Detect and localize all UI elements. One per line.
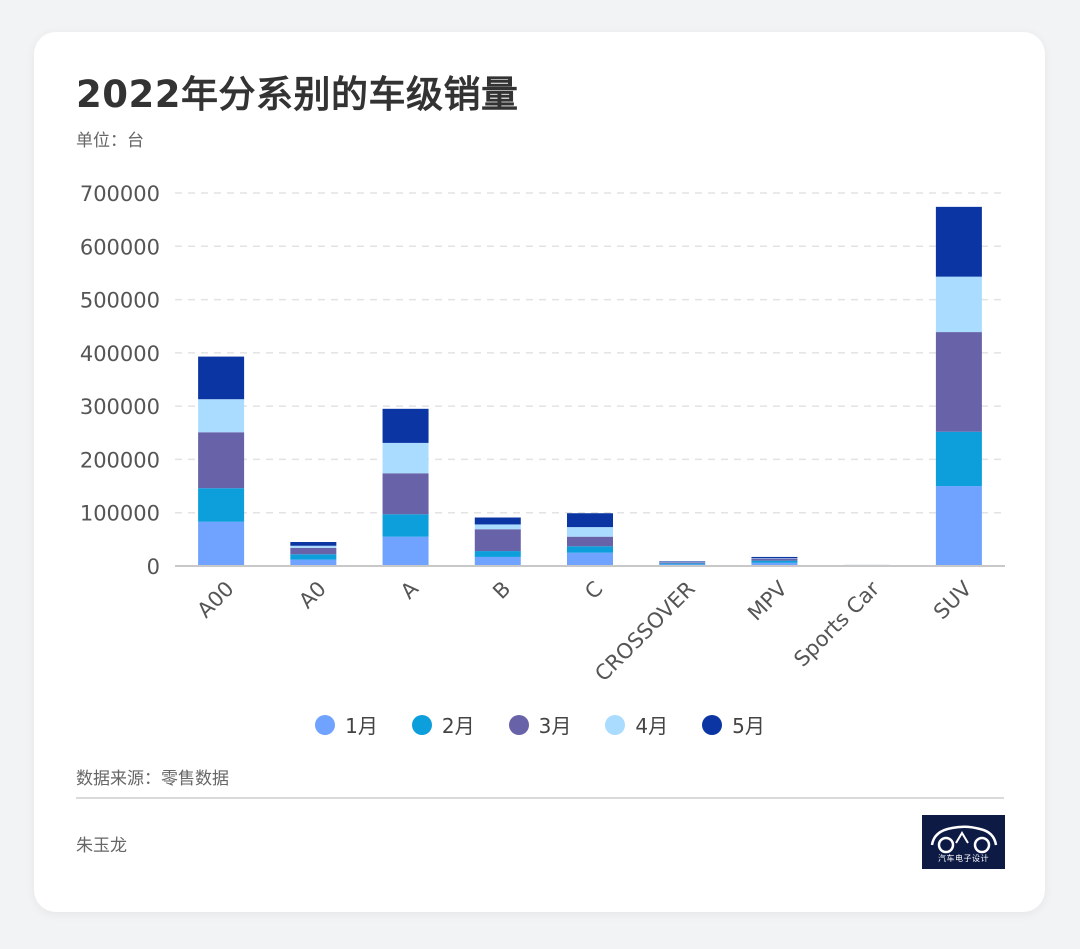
legend-label: 5月	[732, 714, 765, 738]
unit-label: 单位：台	[76, 131, 144, 151]
chart-title: 2022年分系别的车级销量	[76, 73, 519, 116]
bar-segment	[198, 488, 245, 522]
legend-item[interactable]: 2月	[411, 710, 475, 739]
bar-segment	[567, 546, 613, 553]
legend-dot-icon	[411, 714, 432, 735]
legend-item[interactable]: 4月	[605, 710, 668, 739]
y-tick-label: 700000	[80, 182, 160, 206]
bar-segment	[567, 513, 613, 528]
bar-segment	[935, 431, 982, 487]
bar-segment	[474, 551, 521, 557]
legend-dot-icon	[702, 714, 723, 735]
x-tick-label: MPV	[743, 576, 792, 625]
x-tick-label: B	[488, 577, 515, 604]
bar-segment	[198, 356, 245, 400]
bar-segment	[474, 517, 521, 525]
bar-segment	[382, 442, 429, 474]
bar-segment	[474, 524, 521, 530]
chart-legend: 1月 2月 3月 4月 5月	[0, 710, 1080, 739]
legend-item[interactable]: 3月	[508, 710, 572, 739]
author-name: 朱玉龙	[76, 836, 127, 856]
bar-segment	[659, 561, 706, 563]
x-tick-label: A	[396, 576, 424, 604]
car-logo-icon	[930, 825, 998, 854]
x-tick-label: A0	[294, 577, 331, 614]
x-tick-label: A00	[193, 577, 239, 623]
bar-segment	[290, 542, 337, 546]
bar-segment	[751, 558, 798, 559]
bar-segment	[382, 408, 429, 443]
y-tick-label: 100000	[80, 502, 160, 526]
bar-segment	[290, 559, 337, 566]
bar-segment	[198, 432, 245, 489]
x-tick-label: Sports Car	[789, 576, 884, 671]
bar-segment	[474, 556, 521, 566]
bar-segment	[751, 558, 798, 561]
bar-segment	[290, 545, 337, 548]
x-tick-label: SUV	[929, 576, 977, 624]
legend-dot-icon	[508, 714, 529, 735]
legend-label: 3月	[538, 714, 572, 738]
bar-segment	[382, 536, 429, 566]
y-tick-label: 500000	[80, 289, 160, 313]
bar-segment	[751, 560, 798, 563]
bar-segment	[382, 473, 429, 515]
legend-item[interactable]: 1月	[315, 710, 378, 739]
bar-segment	[659, 562, 706, 564]
bar-segment	[290, 554, 337, 560]
bar-segment	[198, 399, 245, 433]
bar-segment	[567, 552, 613, 566]
legend-dot-icon	[315, 714, 336, 735]
bar-segment	[290, 547, 337, 555]
legend-label: 1月	[345, 714, 378, 738]
x-tick-label: C	[580, 577, 607, 604]
bar-segment	[567, 527, 613, 537]
data-source: 数据来源：零售数据	[76, 769, 229, 789]
bar-segment	[659, 563, 706, 565]
brand-logo: 汽车电子设计	[922, 815, 1005, 869]
bar-segment	[382, 514, 429, 537]
footer-divider	[76, 797, 1004, 799]
legend-item[interactable]: 5月	[702, 710, 765, 739]
y-tick-label: 600000	[80, 235, 160, 259]
bar-segment	[474, 529, 521, 552]
bar-segment	[567, 536, 613, 547]
bar-segment	[935, 206, 982, 277]
legend-label: 2月	[441, 714, 475, 738]
bar-segment	[935, 332, 982, 432]
y-tick-label: 300000	[80, 395, 160, 419]
bar-segment	[751, 562, 798, 566]
bar-segment	[751, 556, 798, 559]
bar-segment	[935, 486, 982, 566]
legend-dot-icon	[605, 714, 626, 735]
logo-text: 汽车电子设计	[938, 854, 989, 863]
bar-segment	[659, 561, 706, 562]
y-tick-label: 0	[147, 555, 160, 579]
legend-label: 4月	[635, 714, 669, 738]
y-tick-label: 400000	[80, 342, 160, 366]
y-tick-label: 200000	[80, 448, 160, 472]
bar-segment	[935, 276, 982, 333]
bar-segment	[198, 521, 245, 566]
